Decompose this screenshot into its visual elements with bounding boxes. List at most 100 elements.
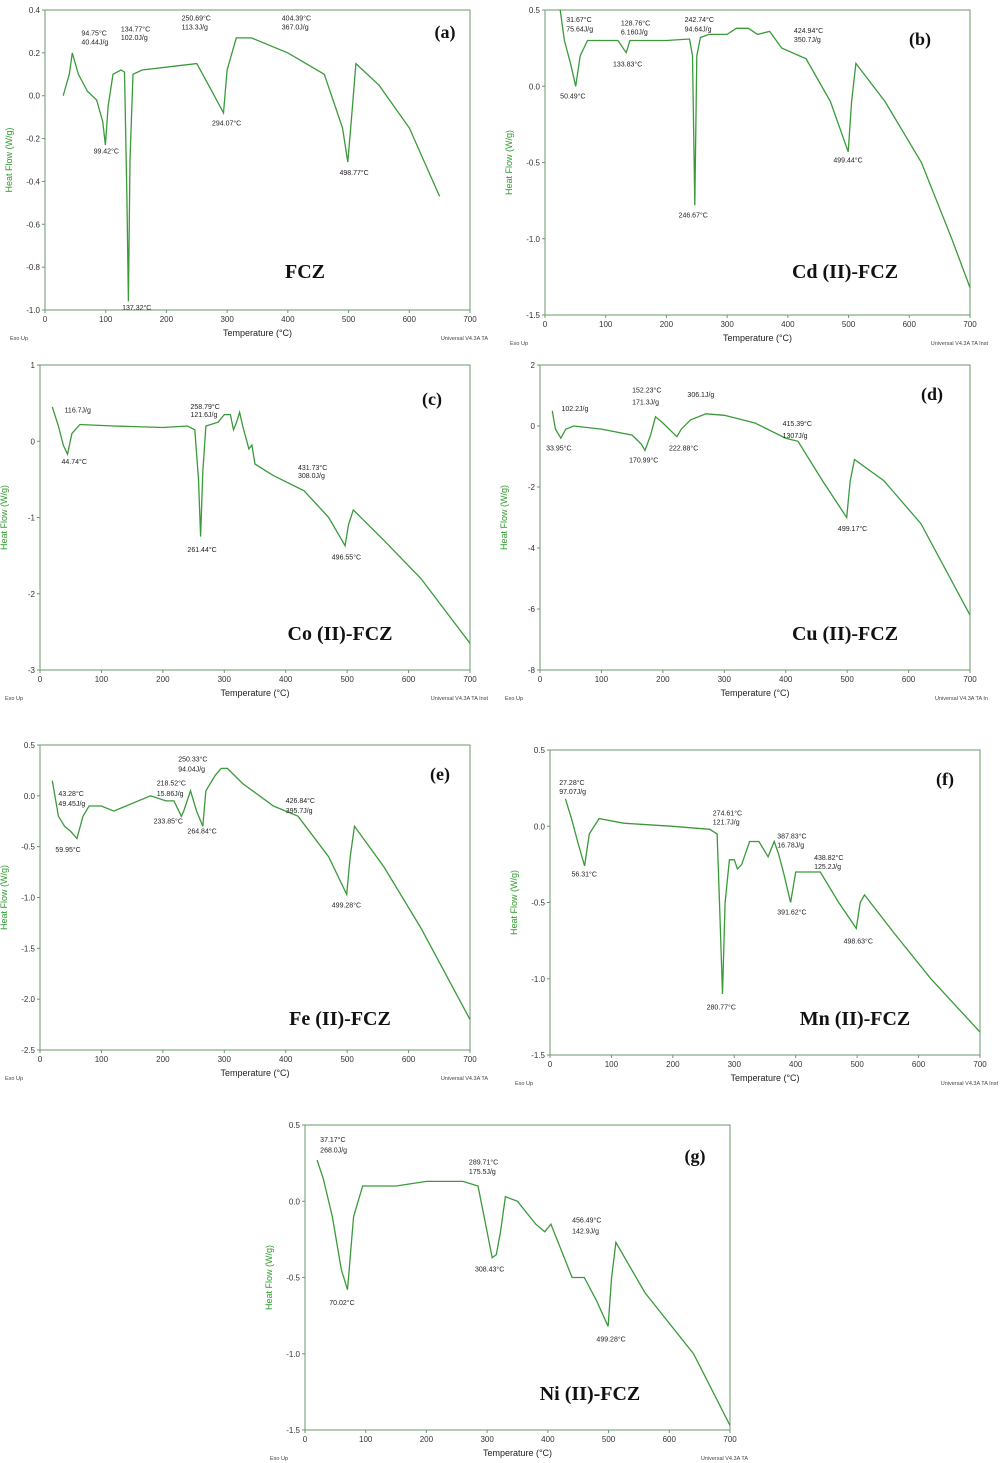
x-axis-label: Temperature (°C) <box>220 1068 289 1078</box>
x-tick-label: 200 <box>420 1435 434 1444</box>
peak-annotation: 306.1J/g <box>687 392 714 399</box>
peak-annotation: 50.49°C <box>560 92 585 100</box>
peak-annotation: 280.77°C <box>707 1003 736 1011</box>
x-tick-label: 600 <box>403 315 417 324</box>
y-tick-label: -0.2 <box>26 135 40 144</box>
x-tick-label: 300 <box>718 675 732 684</box>
x-axis-label: Temperature (°C) <box>220 688 289 698</box>
x-tick-label: 400 <box>781 320 795 329</box>
x-tick-label: 200 <box>156 1055 170 1064</box>
sample-label: Ni (II)-FCZ <box>540 1383 641 1405</box>
peak-annotation: 404.39°C <box>282 15 311 23</box>
peak-annotation: 264.84°C <box>187 827 216 835</box>
peak-annotation: 116.7J/g <box>65 407 91 414</box>
peak-annotation: 44.74°C <box>62 458 87 466</box>
peak-annotation: 102.2J/g <box>562 406 589 413</box>
peak-annotation: 43.28°C <box>58 790 83 798</box>
y-tick-label: -1.5 <box>286 1426 300 1435</box>
exo-up-label: Exo Up <box>5 1076 23 1082</box>
x-tick-label: 400 <box>779 675 793 684</box>
x-tick-label: 0 <box>538 675 543 684</box>
x-tick-label: 600 <box>663 1435 677 1444</box>
chart-b: 0 100 200 300 400 500 600 700 -1.5 -1.0 -0.5 0.0 0.5… <box>504 6 988 347</box>
peak-annotation: 268.0J/g <box>320 1147 347 1154</box>
chart-g: 0 100 200 300 400 500 600 700 -1.5 -1.0 -0.5 0.0 0.5… <box>264 1121 749 1462</box>
instrument-label: Universal V4.3A TA <box>441 1076 489 1082</box>
y-tick-label: -0.5 <box>286 1274 300 1283</box>
x-axis-label: Temperature (°C) <box>223 328 292 338</box>
y-tick-label: -1.0 <box>531 975 545 984</box>
peak-annotation: 94.75°C <box>81 30 106 38</box>
panel-c: 0 100 200 300 400 500 600 700 -3 -2 -1 0 1 Temperatur… <box>0 360 490 705</box>
x-tick-label: 300 <box>480 1435 494 1444</box>
peak-annotation: 242.74°C <box>685 16 714 24</box>
y-tick-label: -2 <box>528 483 536 492</box>
y-axis-label: Heat Flow (W/g) <box>509 870 519 935</box>
sample-label: Cd (II)-FCZ <box>792 261 898 283</box>
peak-annotation: 121.7J/g <box>713 820 740 827</box>
peak-annotation: 15.86J/g <box>157 791 184 798</box>
x-tick-label: 400 <box>279 1055 293 1064</box>
panel-label: (g) <box>685 1146 706 1167</box>
x-tick-label: 600 <box>902 675 916 684</box>
x-tick-label: 100 <box>595 675 609 684</box>
peak-annotation: 367.0J/g <box>282 24 309 31</box>
x-tick-label: 300 <box>728 1060 742 1069</box>
peak-annotation: 289.71°C <box>469 1159 498 1167</box>
exo-up-label: Exo Up <box>515 1081 533 1087</box>
heat-flow-curve <box>51 406 471 644</box>
y-tick-label: -0.4 <box>26 177 40 186</box>
peak-annotation: 426.84°C <box>286 797 315 805</box>
panel-b: 0 100 200 300 400 500 600 700 -1.5 -1.0 -0.5 0.0 0.5… <box>500 0 990 350</box>
peak-annotation: 121.6J/g <box>191 412 218 419</box>
instrument-label: Universal V4.3A TA <box>701 1456 749 1462</box>
y-tick-label: 0.0 <box>534 822 546 831</box>
plot-frame <box>39 744 471 1051</box>
peak-annotation: 258.79°C <box>191 403 220 411</box>
peak-annotation: 391.62°C <box>777 909 806 917</box>
sample-label: Fe (II)-FCZ <box>289 1008 391 1030</box>
peak-annotation: 152.23°C <box>632 386 661 394</box>
peak-annotation: 27.28°C <box>559 779 584 787</box>
x-tick-label: 500 <box>602 1435 616 1444</box>
heat-flow-curve <box>51 767 471 1020</box>
x-tick-label: 100 <box>99 315 113 324</box>
chart-f: 0 100 200 300 400 500 600 700 -1.5 -1.0 -0.5 0.0 0.5… <box>509 746 998 1087</box>
x-tick-label: 400 <box>279 675 293 684</box>
instrument-label: Universal V4.3A TA <box>441 336 489 342</box>
peak-annotation: 222.88°C <box>669 444 698 452</box>
panel-e: 0 100 200 300 400 500 600 700 -2.5 -2.0 -1.5 -1.0 -0… <box>0 735 490 1085</box>
plot-frame <box>39 364 471 671</box>
x-tick-label: 0 <box>303 1435 308 1444</box>
x-tick-label: 300 <box>720 320 734 329</box>
y-axis-label: Heat Flow (W/g) <box>4 127 14 192</box>
panel-label: (f) <box>936 769 954 790</box>
heat-flow-curve <box>316 1159 731 1426</box>
peak-annotation: 350.7J/g <box>794 37 821 44</box>
y-tick-label: -6 <box>528 605 536 614</box>
x-tick-label: 600 <box>903 320 917 329</box>
x-tick-label: 100 <box>359 1435 373 1444</box>
peak-annotation: 56.31°C <box>572 871 597 879</box>
y-tick-label: -1.5 <box>21 944 35 953</box>
x-tick-label: 400 <box>281 315 295 324</box>
x-tick-label: 300 <box>218 675 232 684</box>
peak-annotation: 431.73°C <box>298 464 327 472</box>
peak-annotation: 233.85°C <box>154 817 183 825</box>
y-tick-label: -1.0 <box>526 235 540 244</box>
y-tick-label: -4 <box>528 544 536 553</box>
sample-label: FCZ <box>285 261 325 283</box>
x-tick-label: 500 <box>340 1055 354 1064</box>
peak-annotation: 31.67°C <box>566 16 591 24</box>
panel-g: 0 100 200 300 400 500 600 700 -1.5 -1.0 -0.5 0.0 0.5… <box>255 1115 755 1462</box>
y-tick-label: -1.5 <box>531 1051 545 1060</box>
peak-annotation: 308.0J/g <box>298 473 325 480</box>
peak-annotation: 75.64J/g <box>566 26 593 33</box>
heat-flow-curve <box>551 410 971 616</box>
x-tick-label: 600 <box>912 1060 926 1069</box>
x-tick-label: 100 <box>605 1060 619 1069</box>
exo-up-label: Exo Up <box>10 336 28 342</box>
exo-up-label: Exo Up <box>505 696 523 702</box>
y-tick-label: 0.2 <box>29 49 41 58</box>
x-tick-label: 500 <box>340 675 354 684</box>
